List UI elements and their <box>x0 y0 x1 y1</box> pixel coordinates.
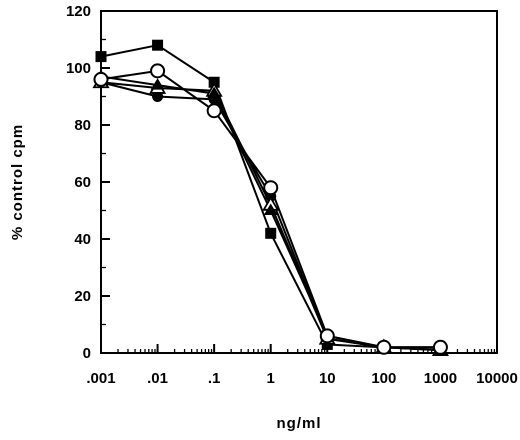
data-point-filled-square <box>152 39 164 51</box>
y-tick-label: 100 <box>66 60 91 77</box>
series-line-filled-circle <box>100 81 441 352</box>
data-point-filled-square <box>95 51 107 63</box>
data-point-open-circle <box>263 180 279 196</box>
series-markers <box>92 39 449 357</box>
data-point-filled-square <box>265 227 277 239</box>
x-tick-label: 10000 <box>476 370 518 387</box>
y-tick-label: 120 <box>66 3 91 20</box>
x-axis-ticks: .001 .01 .1 1 10 100 1000 10000 <box>86 344 518 387</box>
x-tick-label: .001 <box>86 370 115 387</box>
y-tick-label: 0 <box>83 345 91 362</box>
data-point-open-circle <box>432 339 448 355</box>
x-tick-label: 100 <box>371 370 396 387</box>
y-tick-label: 60 <box>74 174 91 191</box>
plot-frame <box>100 10 498 354</box>
x-axis-label: ng/ml <box>277 415 322 432</box>
y-axis-ticks: 0 20 40 60 80 100 120 <box>66 3 110 362</box>
x-tick-label: 1000 <box>424 370 457 387</box>
data-point-filled-triangle <box>207 86 222 99</box>
y-tick-label: 20 <box>74 288 91 305</box>
x-tick-label: .1 <box>208 370 221 387</box>
data-point-open-circle <box>376 339 392 355</box>
data-point-open-circle <box>319 328 335 344</box>
series-line-open-triangle <box>100 81 441 352</box>
data-point-filled-triangle <box>150 78 165 90</box>
data-point-filled-triangle <box>263 203 278 215</box>
x-tick-label: 10 <box>319 370 336 387</box>
y-tick-label: 40 <box>74 231 91 248</box>
y-axis-label: % control cpm <box>9 124 26 240</box>
x-tick-label: 1 <box>267 370 275 387</box>
data-point-open-circle <box>150 63 166 79</box>
data-point-open-circle <box>93 71 109 87</box>
y-tick-label: 80 <box>74 117 91 134</box>
data-point-open-circle <box>206 103 222 119</box>
x-tick-label: .01 <box>147 370 168 387</box>
